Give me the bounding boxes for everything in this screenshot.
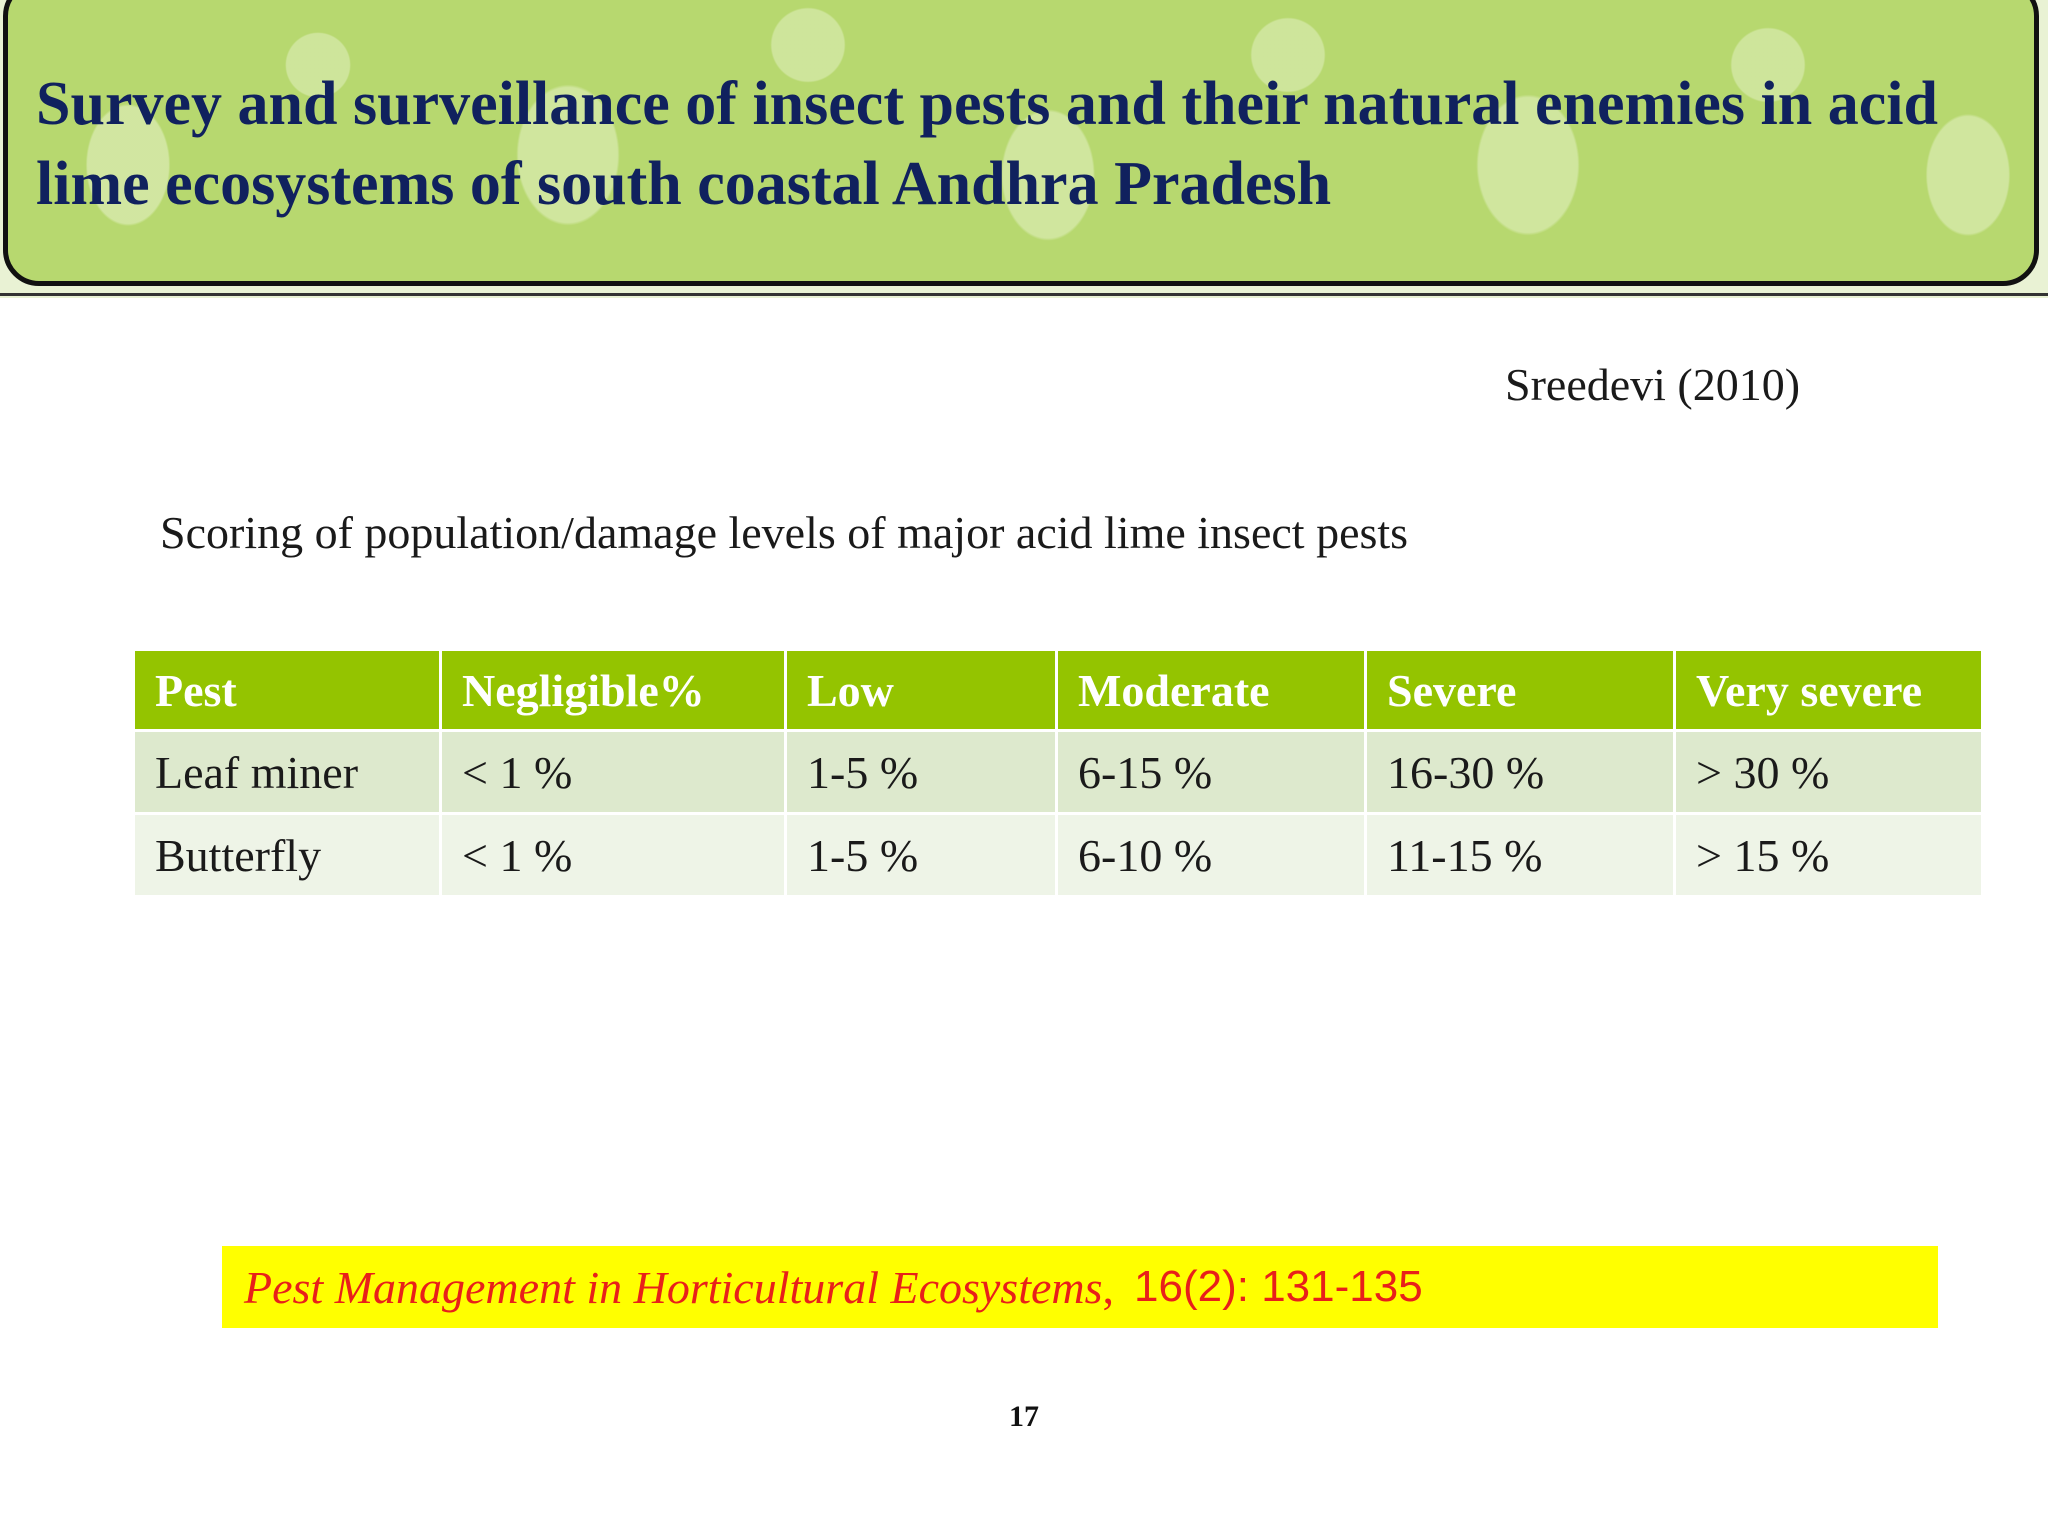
table-cell: 11-15 % [1367,815,1673,895]
table-cell: > 15 % [1676,815,1981,895]
table-cell: Leaf miner [135,732,439,812]
table-cell: < 1 % [442,815,784,895]
scoring-table: Pest Negligible% Low Moderate Severe Ver… [132,648,1984,898]
table-cell: 16-30 % [1367,732,1673,812]
table-row: Leaf miner < 1 % 1-5 % 6-15 % 16-30 % > … [135,732,1981,812]
page-title: Survey and surveillance of insect pests … [36,70,1938,218]
journal-reference: Pest Management in Horticultural Ecosyst… [222,1246,1938,1328]
table-cell: 1-5 % [787,732,1055,812]
journal-name: Pest Management in Horticultural Ecosyst… [244,1261,1103,1313]
header-cell-severe: Severe [1367,651,1673,729]
table-cell: 6-10 % [1058,815,1364,895]
journal-comma: , [1102,1261,1115,1313]
table-cell: Butterfly [135,815,439,895]
table-row: Butterfly < 1 % 1-5 % 6-10 % 11-15 % > 1… [135,815,1981,895]
header-cell-negligible: Negligible% [442,651,784,729]
table-cell: 1-5 % [787,815,1055,895]
page-number: 17 [1009,1400,1039,1433]
banner-pattern [3,0,2039,286]
table-cell: > 30 % [1676,732,1981,812]
header-cell-moderate: Moderate [1058,651,1364,729]
citation: Sreedevi (2010) [1505,359,1801,410]
table-caption: Scoring of population/damage levels of m… [160,507,1409,558]
journal-volume: 16(2): 131-135 [1134,1262,1423,1311]
table-cell: 6-15 % [1058,732,1364,812]
header-banner: Survey and surveillance of insect pests … [0,0,2048,298]
table-cell: < 1 % [442,732,784,812]
header-cell-low: Low [787,651,1055,729]
table-header-row: Pest Negligible% Low Moderate Severe Ver… [135,651,1981,729]
header-cell-pest: Pest [135,651,439,729]
header-cell-very-severe: Very severe [1676,651,1981,729]
